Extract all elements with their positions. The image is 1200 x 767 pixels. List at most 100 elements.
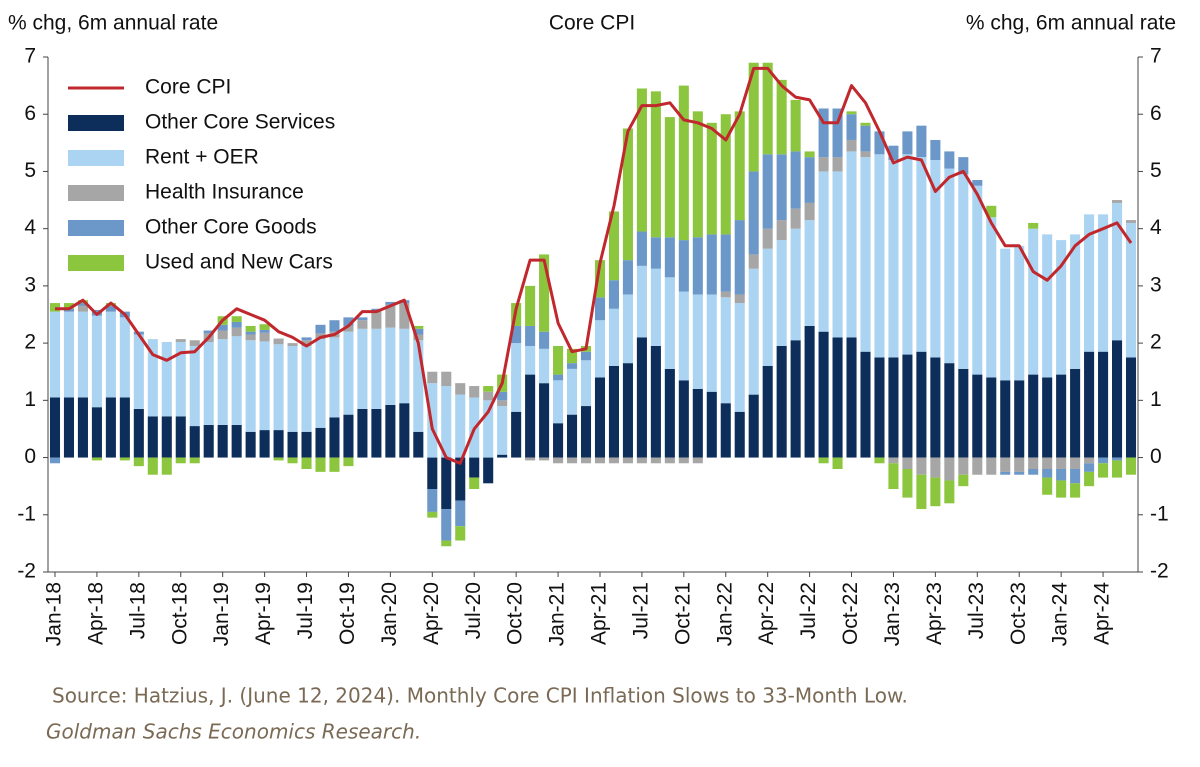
x-tick-label: Jul-20 — [462, 582, 485, 639]
bar-segment — [357, 408, 368, 458]
bar-segment — [902, 131, 913, 155]
bar-segment — [818, 157, 829, 172]
bar-segment — [273, 338, 284, 345]
bar-segment — [259, 430, 270, 458]
source-citation: Source: Hatzius, J. (June 12, 2024). Mon… — [52, 684, 908, 708]
x-tick-label: Jan-19 — [210, 582, 233, 646]
bar-segment — [916, 125, 927, 158]
bar-segment — [259, 332, 270, 342]
bar-segment — [748, 62, 759, 172]
bar-segment — [846, 111, 857, 115]
bar-segment — [133, 334, 144, 409]
bar-segment — [846, 337, 857, 458]
bar-segment — [385, 327, 396, 405]
bar-segment — [902, 154, 913, 355]
bar-segment — [958, 157, 969, 175]
bar-segment — [413, 325, 424, 329]
bar-segment — [944, 151, 955, 169]
legend-swatch — [68, 220, 124, 236]
bar-segment — [720, 234, 731, 292]
bar-segment — [692, 294, 703, 389]
bar-segment — [497, 391, 508, 401]
bar-segment — [343, 414, 354, 458]
bar-segment — [511, 325, 522, 344]
bar-segment — [664, 237, 675, 278]
x-tick-label: Jul-21 — [629, 582, 652, 639]
bar-segment — [846, 114, 857, 140]
bar-segment — [189, 340, 200, 346]
bar-segment — [650, 457, 661, 464]
bar-segment — [1042, 457, 1053, 469]
bar-segment — [930, 477, 941, 507]
bar-segment — [1098, 214, 1109, 352]
bar-segment — [580, 360, 592, 407]
bar-segment — [77, 397, 88, 458]
bar-segment — [1000, 471, 1011, 475]
bar-segment — [483, 386, 494, 392]
bar-segment — [1112, 460, 1123, 478]
bar-segment — [1125, 457, 1137, 475]
x-tick-label: Jan-18 — [43, 582, 66, 646]
x-tick-label: Jan-22 — [713, 582, 736, 646]
bar-segment — [734, 303, 745, 412]
legend-swatch — [68, 255, 124, 271]
bar-segment — [706, 234, 717, 295]
bar-segment — [217, 339, 228, 425]
bar-segment — [371, 408, 382, 458]
bar-segment — [832, 337, 843, 458]
bar-segment — [385, 304, 396, 328]
bar-segment — [259, 324, 270, 330]
y-tick-label: 3 — [24, 273, 36, 296]
bar-segment — [301, 431, 312, 458]
bar-segment — [147, 457, 158, 475]
legend-swatch — [68, 185, 124, 201]
bar-segment — [231, 321, 242, 328]
bar-segment — [860, 157, 871, 352]
legend-label: Core CPI — [145, 76, 231, 99]
bar-segment — [860, 151, 871, 158]
bar-segment — [245, 334, 256, 341]
bar-segment — [1014, 471, 1025, 475]
bar-segment — [636, 88, 647, 232]
bar-segment — [525, 285, 536, 326]
bar-segment — [720, 114, 731, 235]
legend-label: Health Insurance — [145, 181, 304, 204]
x-tick-label: Jul-23 — [965, 582, 988, 639]
y-tick-label: -1 — [17, 502, 36, 525]
bar-segment — [776, 220, 787, 241]
bar-segment — [594, 260, 606, 298]
y2-tick-label: 5 — [1150, 159, 1162, 182]
bar-segment — [63, 311, 74, 398]
bar-segment — [567, 457, 578, 464]
x-tick-label: Oct-23 — [1007, 582, 1030, 645]
bar-segment — [203, 341, 214, 425]
bar-segment — [902, 354, 913, 458]
bar-segment — [720, 403, 731, 458]
bar-segment — [147, 416, 158, 458]
bar-segment — [175, 416, 186, 458]
bar-segment — [329, 417, 340, 458]
bar-segment — [357, 328, 368, 409]
bar-segment — [553, 345, 564, 375]
legend-label: Other Core Services — [145, 111, 335, 134]
bar-segment — [483, 400, 494, 458]
bar-segment — [497, 406, 508, 455]
bar-segment — [1112, 202, 1123, 341]
y2-tick-label: 0 — [1150, 445, 1162, 468]
bar-segment — [1112, 457, 1123, 461]
y2-tick-label: 7 — [1150, 45, 1162, 68]
bar-segment — [1056, 480, 1067, 498]
bar-segment — [119, 397, 130, 458]
bar-segment — [497, 400, 508, 407]
bar-segment — [636, 265, 647, 338]
bar-segment — [692, 457, 703, 464]
bar-segment — [1042, 377, 1053, 458]
bar-segment — [664, 368, 675, 458]
bar-segment — [888, 160, 899, 358]
bar-segment — [930, 139, 941, 160]
bar-segment — [217, 324, 228, 331]
bar-segment — [161, 416, 172, 458]
bar-segment — [525, 325, 536, 346]
bar-segment — [189, 426, 200, 458]
bar-segment — [567, 348, 578, 364]
